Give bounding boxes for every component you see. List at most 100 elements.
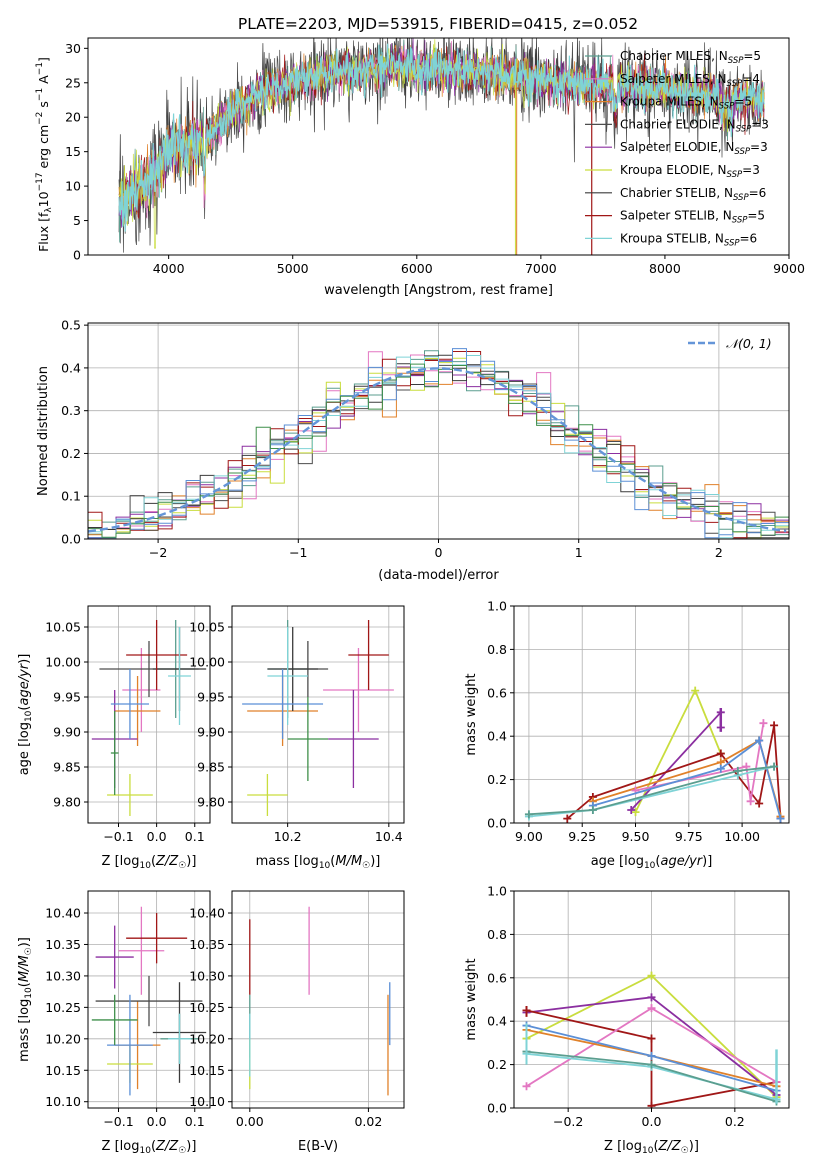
y-tick-label: 10.10 bbox=[189, 1094, 225, 1109]
x-tick-label: 9.75 bbox=[675, 829, 703, 844]
y-tick-label: 9.80 bbox=[197, 795, 225, 810]
sfh-line-7 bbox=[566, 725, 782, 820]
axes-frame bbox=[231, 605, 405, 824]
y-tick-label: 0.8 bbox=[487, 927, 507, 942]
legend-entry: Kroupa ELODIE, NSSP=3 bbox=[620, 163, 760, 180]
plot-area bbox=[91, 620, 207, 816]
legend: Chabrier MILES, NSSP=5 Salpeter MILES, NS… bbox=[585, 49, 769, 248]
x-tick-label: 6000 bbox=[401, 261, 433, 276]
sfh-marker bbox=[522, 1082, 531, 1091]
y-tick-label: 0.0 bbox=[487, 816, 507, 831]
plot-area bbox=[91, 906, 207, 1096]
plot-area bbox=[118, 38, 765, 255]
y-tick-label: 0 bbox=[73, 248, 81, 263]
y-tick-label: 0.6 bbox=[487, 970, 507, 985]
sfh-marker bbox=[647, 1060, 656, 1069]
gaussian-curve bbox=[88, 367, 787, 533]
y-tick-label: 10.40 bbox=[189, 906, 225, 921]
x-tick-label: −0.1 bbox=[103, 829, 133, 844]
y-tick-label: 10.00 bbox=[45, 655, 81, 670]
y-tick-label: 9.95 bbox=[53, 690, 81, 705]
axes-frame bbox=[87, 605, 211, 824]
sfh-marker bbox=[647, 1101, 656, 1108]
y-tick-label: 0.4 bbox=[487, 729, 507, 744]
y-tick-label: 9.80 bbox=[53, 795, 81, 810]
y-tick-label: 10.35 bbox=[45, 937, 81, 952]
y-tick-label: 10.05 bbox=[189, 620, 225, 635]
sfh-marker bbox=[647, 1051, 656, 1060]
y-tick-label: 10.35 bbox=[189, 937, 225, 952]
y-tick-label: 0.4 bbox=[61, 360, 81, 375]
sfh-line-1 bbox=[635, 723, 765, 802]
y-tick-label: 1.0 bbox=[487, 599, 507, 614]
y-tick-label: 9.90 bbox=[53, 725, 81, 740]
y-tick-label: 10.20 bbox=[45, 1031, 81, 1046]
sfh-marker bbox=[716, 749, 725, 758]
x-tick-label: 0.1 bbox=[185, 829, 205, 844]
x-tick-label: 4000 bbox=[153, 261, 185, 276]
x-tick-label: 10.2 bbox=[274, 829, 302, 844]
y-tick-label: 25 bbox=[65, 75, 81, 90]
x-axis-label: Z [log10(Z/Z☉)] bbox=[102, 1139, 197, 1156]
y-tick-label: 15 bbox=[65, 144, 81, 159]
x-tick-label: 0.02 bbox=[354, 1114, 382, 1129]
sfh-marker bbox=[647, 993, 656, 1002]
x-tick-label: −1 bbox=[289, 545, 307, 560]
sfh-marker bbox=[588, 805, 597, 814]
y-tick-label: 5 bbox=[73, 213, 81, 228]
axes-frame bbox=[231, 890, 405, 1109]
legend-entry: Kroupa STELIB, NSSP=6 bbox=[620, 231, 757, 248]
sfh-marker bbox=[691, 686, 700, 695]
y-tick-label: 0.8 bbox=[487, 642, 507, 657]
sfh-marker bbox=[776, 814, 785, 823]
x-tick-label: 0.0 bbox=[147, 829, 167, 844]
sfh-line-8 bbox=[528, 765, 775, 818]
y-tick-label: 10.20 bbox=[189, 1031, 225, 1046]
x-axis-label: Z [log10(Z/Z☉)] bbox=[102, 854, 197, 871]
axes-frame bbox=[87, 890, 211, 1109]
legend-entry: Salpeter ELODIE, NSSP=3 bbox=[620, 140, 768, 157]
x-axis-label: wavelength [Angstrom, rest frame] bbox=[324, 283, 553, 298]
x-tick-label: 0.2 bbox=[725, 1114, 745, 1129]
x-tick-label: 9.00 bbox=[515, 829, 543, 844]
sfh-line-0 bbox=[528, 765, 775, 816]
sfh-marker bbox=[627, 805, 636, 814]
sfh-marker bbox=[716, 764, 725, 773]
x-tick-label: 0 bbox=[435, 545, 443, 560]
axes-frame bbox=[87, 37, 790, 256]
x-tick-label: 0.0 bbox=[147, 1114, 167, 1129]
y-tick-label: 0.5 bbox=[61, 318, 81, 333]
y-tick-label: 0.4 bbox=[487, 1014, 507, 1029]
y-tick-label: 10 bbox=[65, 179, 81, 194]
histogram-6 bbox=[88, 354, 789, 539]
y-tick-label: 9.95 bbox=[197, 690, 225, 705]
y-tick-label: 0.2 bbox=[487, 1057, 507, 1072]
y-tick-label: 30 bbox=[65, 41, 81, 56]
y-tick-label: 1.0 bbox=[487, 884, 507, 899]
x-tick-label: 8000 bbox=[649, 261, 681, 276]
y-axis-label: mass weight bbox=[464, 673, 479, 755]
y-axis-label: mass weight bbox=[464, 958, 479, 1040]
y-tick-label: 10.00 bbox=[189, 655, 225, 670]
x-tick-label: 0.0 bbox=[642, 1114, 662, 1129]
sfh-marker bbox=[770, 762, 779, 771]
x-tick-label: 9000 bbox=[773, 261, 805, 276]
y-tick-label: 20 bbox=[65, 110, 81, 125]
panel-mass_vs_Z: −0.1 0.0 0.1 10.10 10.15 10.20 10.25 10.30 10.35… bbox=[17, 890, 211, 1156]
sfh-marker bbox=[647, 971, 656, 980]
spectrum-line-8 bbox=[118, 43, 765, 232]
y-tick-label: 9.85 bbox=[197, 760, 225, 775]
y-axis-label: mass [log10(M/M☉)] bbox=[17, 937, 34, 1062]
x-tick-label: 1 bbox=[575, 545, 583, 560]
sfh-line-5 bbox=[634, 688, 722, 813]
x-tick-label: 5000 bbox=[277, 261, 309, 276]
sfh-marker bbox=[755, 799, 764, 808]
x-tick-label: 2 bbox=[715, 545, 723, 560]
plot-area bbox=[242, 620, 394, 816]
axes-frame bbox=[513, 605, 790, 824]
y-tick-label: 10.40 bbox=[45, 906, 81, 921]
sfh-marker bbox=[647, 1004, 656, 1013]
sfh-marker bbox=[770, 721, 779, 730]
x-tick-label: 10.00 bbox=[724, 829, 760, 844]
